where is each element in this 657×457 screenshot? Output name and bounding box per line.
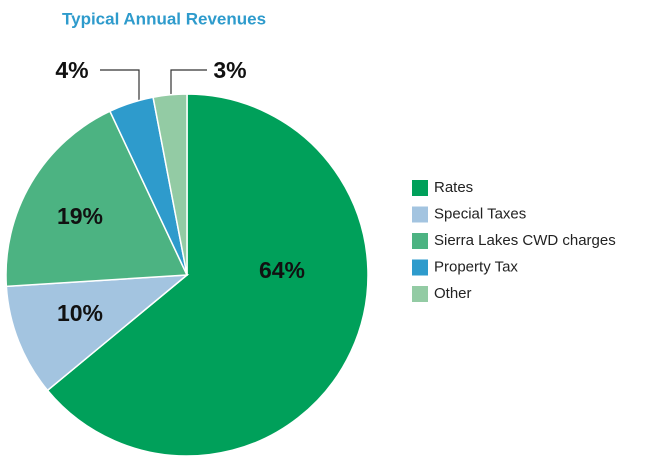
pie-slice bbox=[152, 93, 188, 276]
pie-slice bbox=[5, 274, 190, 392]
legend-label: Sierra Lakes CWD charges bbox=[434, 232, 616, 249]
legend-swatch bbox=[412, 233, 428, 249]
legend-swatch bbox=[412, 180, 428, 196]
leader-line bbox=[170, 69, 207, 98]
legend-label: Property Tax bbox=[434, 258, 518, 275]
data-label: 4% bbox=[55, 57, 88, 83]
legend-swatch bbox=[412, 206, 428, 223]
data-label: 64% bbox=[259, 257, 305, 283]
chart-title: Typical Annual Revenues bbox=[62, 9, 266, 28]
pie-slice bbox=[46, 93, 369, 457]
legend-label: Special Taxes bbox=[434, 205, 526, 222]
legend-label: Rates bbox=[434, 179, 473, 196]
data-label: 19% bbox=[57, 203, 103, 229]
pie-slice bbox=[5, 110, 189, 288]
data-label: 3% bbox=[213, 57, 246, 83]
legend-swatch bbox=[412, 259, 428, 276]
leader-line bbox=[100, 69, 140, 100]
legend-swatch bbox=[412, 286, 428, 302]
legend-label: Other bbox=[434, 285, 472, 302]
data-label: 10% bbox=[57, 300, 103, 326]
